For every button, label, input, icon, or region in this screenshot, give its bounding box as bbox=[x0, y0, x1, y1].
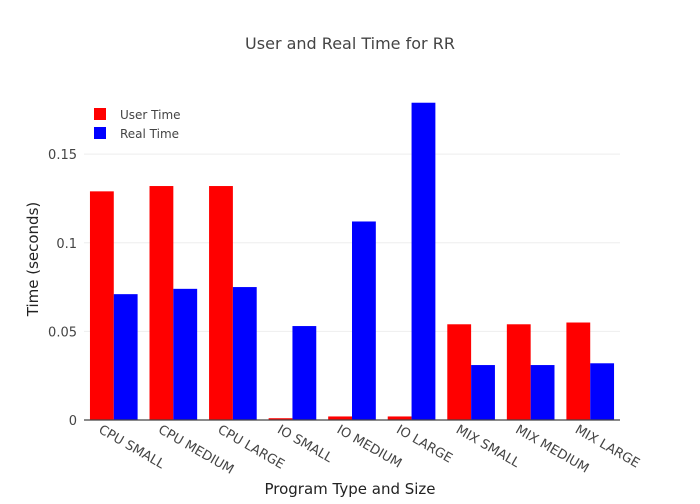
legend-item-real-time[interactable]: Real Time bbox=[94, 127, 179, 141]
bar-user-time-mix-medium[interactable] bbox=[506, 324, 531, 420]
y-tick-label: 0 bbox=[69, 414, 77, 429]
bar-user-time-cpu-large[interactable] bbox=[209, 186, 233, 420]
bars bbox=[89, 102, 615, 421]
x-tick-label: IO MEDIUM bbox=[334, 422, 404, 471]
bar-real-time-io-medium[interactable] bbox=[352, 221, 376, 420]
x-tick-label: CPU SMALL bbox=[96, 422, 168, 472]
legend-swatch-real-time bbox=[94, 127, 106, 139]
bar-real-time-cpu-small[interactable] bbox=[113, 294, 138, 420]
legend: User Time Real Time bbox=[94, 108, 181, 141]
chart-title: User and Real Time for RR bbox=[245, 34, 455, 53]
x-tick-label: MIX SMALL bbox=[453, 422, 523, 471]
legend-item-user-time[interactable]: User Time bbox=[94, 108, 181, 122]
bar-real-time-mix-small[interactable] bbox=[471, 365, 495, 420]
legend-swatch-user-time bbox=[94, 108, 106, 120]
bar-user-time-io-large[interactable] bbox=[387, 416, 412, 420]
y-tick-label: 0.1 bbox=[56, 237, 77, 252]
x-axis-title: Program Type and Size bbox=[264, 480, 435, 498]
bar-user-time-mix-small[interactable] bbox=[447, 324, 472, 420]
bar-user-time-io-small[interactable] bbox=[268, 418, 293, 420]
legend-label-real-time: Real Time bbox=[120, 127, 179, 141]
bar-real-time-cpu-medium[interactable] bbox=[173, 288, 198, 420]
bar-real-time-mix-large[interactable] bbox=[590, 363, 615, 420]
bar-real-time-cpu-large[interactable] bbox=[232, 287, 257, 420]
bar-user-time-cpu-medium[interactable] bbox=[149, 186, 174, 420]
legend-label-user-time: User Time bbox=[120, 108, 181, 122]
y-axis-title: Time (seconds) bbox=[24, 202, 42, 318]
y-tick-labels: 0 0.05 0.1 0.15 bbox=[48, 148, 77, 429]
y-tick-label: 0.15 bbox=[48, 148, 77, 163]
bar-real-time-mix-medium[interactable] bbox=[530, 365, 555, 420]
bar-real-time-io-small[interactable] bbox=[292, 326, 317, 420]
bar-user-time-cpu-small[interactable] bbox=[89, 191, 114, 420]
y-tick-label: 0.05 bbox=[48, 325, 77, 340]
bar-real-time-io-large[interactable] bbox=[411, 102, 436, 421]
bar-user-time-mix-large[interactable] bbox=[566, 322, 591, 420]
bar-user-time-io-medium[interactable] bbox=[328, 416, 352, 420]
